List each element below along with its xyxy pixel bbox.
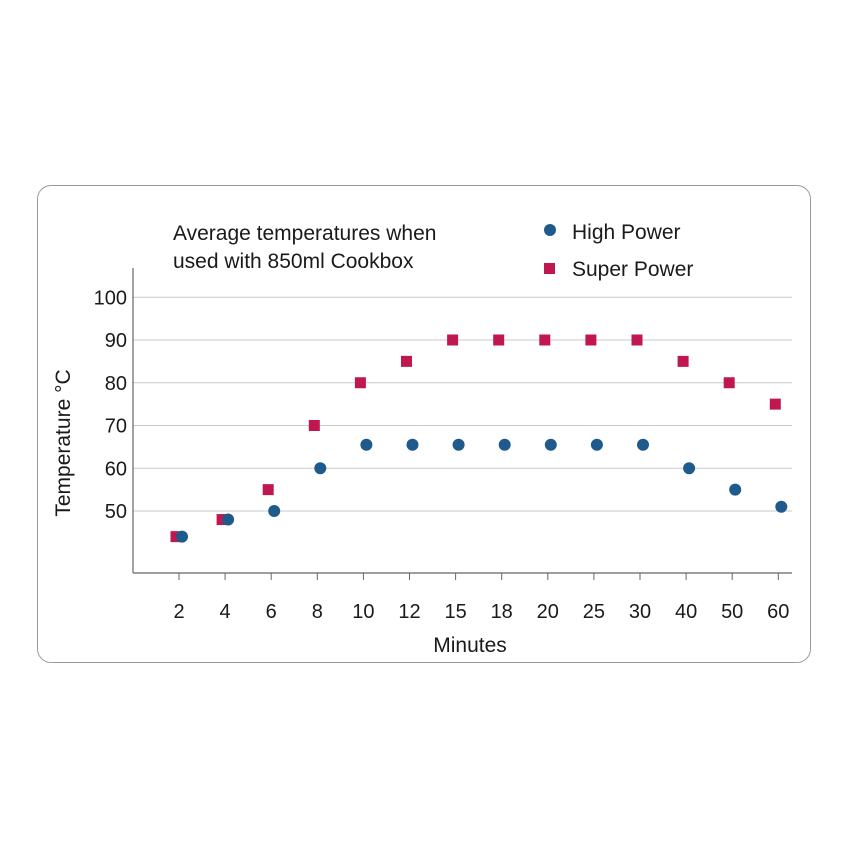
x-axis-label: Minutes (433, 634, 507, 657)
data-points (170, 334, 788, 543)
high-power-point (729, 483, 742, 496)
x-tick-label: 12 (398, 601, 420, 623)
super-power-point (401, 355, 412, 367)
high-power-point (360, 438, 373, 451)
high-power-point (268, 505, 281, 517)
x-tick-label: 15 (444, 601, 466, 623)
high-power-point (452, 438, 465, 451)
x-tick-label: 50 (721, 601, 743, 623)
y-axis-label: Temperature °C (52, 369, 75, 516)
high-power-point (775, 500, 788, 513)
super-power-point (539, 334, 551, 346)
high-power-point (176, 530, 188, 543)
high-power-point (222, 513, 235, 526)
y-tick-label: 80 (105, 373, 127, 395)
y-tick-label: 70 (105, 416, 127, 438)
legend-marker-super-power (544, 263, 555, 274)
high-power-point (683, 462, 696, 475)
y-tick-label: 60 (105, 458, 127, 480)
x-tick-label: 40 (675, 601, 697, 623)
x-tick-label: 20 (537, 601, 559, 623)
legend-label-super-power: Super Power (572, 258, 693, 281)
super-power-point (677, 355, 689, 367)
high-power-point (544, 438, 557, 451)
legend-label-high-power: High Power (572, 221, 681, 244)
legend-marker-high-power (544, 224, 556, 236)
super-power-point (447, 334, 459, 346)
super-power-point (308, 420, 320, 431)
x-tick-label: 6 (266, 601, 277, 623)
super-power-point (262, 484, 274, 496)
x-tick-label: 10 (352, 601, 374, 623)
y-tick-labels: 50 60 70 80 90 100 (94, 287, 127, 523)
super-power-point (354, 377, 366, 389)
x-tick-label: 60 (767, 601, 789, 623)
x-tick-label: 25 (583, 601, 605, 623)
legend: High Power Super Power (544, 221, 693, 281)
x-tick-label: 2 (173, 601, 184, 623)
high-power-point (590, 438, 603, 451)
axes (132, 268, 792, 580)
high-power-point (406, 438, 419, 451)
chart-title-line-1: Average temperatures when (173, 222, 436, 245)
y-tick-label: 90 (105, 330, 127, 352)
x-tick-label: 8 (312, 601, 323, 623)
high-power-point (314, 462, 327, 475)
x-tick-label: 4 (220, 601, 231, 623)
y-tick-label: 100 (94, 287, 127, 309)
chart-title-line-2: used with 850ml Cookbox (173, 250, 414, 273)
grid-lines (133, 296, 792, 512)
x-tick-label: 30 (629, 601, 651, 623)
y-tick-label: 50 (105, 501, 127, 523)
chart-card (37, 185, 811, 663)
high-power-point (637, 438, 649, 451)
super-power-point (769, 398, 781, 410)
super-power-point (585, 334, 597, 346)
x-tick-label: 18 (491, 601, 513, 623)
x-tick-labels: 2 4 6 8 10 12 15 18 20 25 30 40 50 60 (173, 601, 789, 623)
high-power-point (498, 438, 511, 451)
super-power-point (723, 377, 735, 389)
super-power-point (631, 334, 643, 346)
super-power-point (493, 334, 505, 346)
